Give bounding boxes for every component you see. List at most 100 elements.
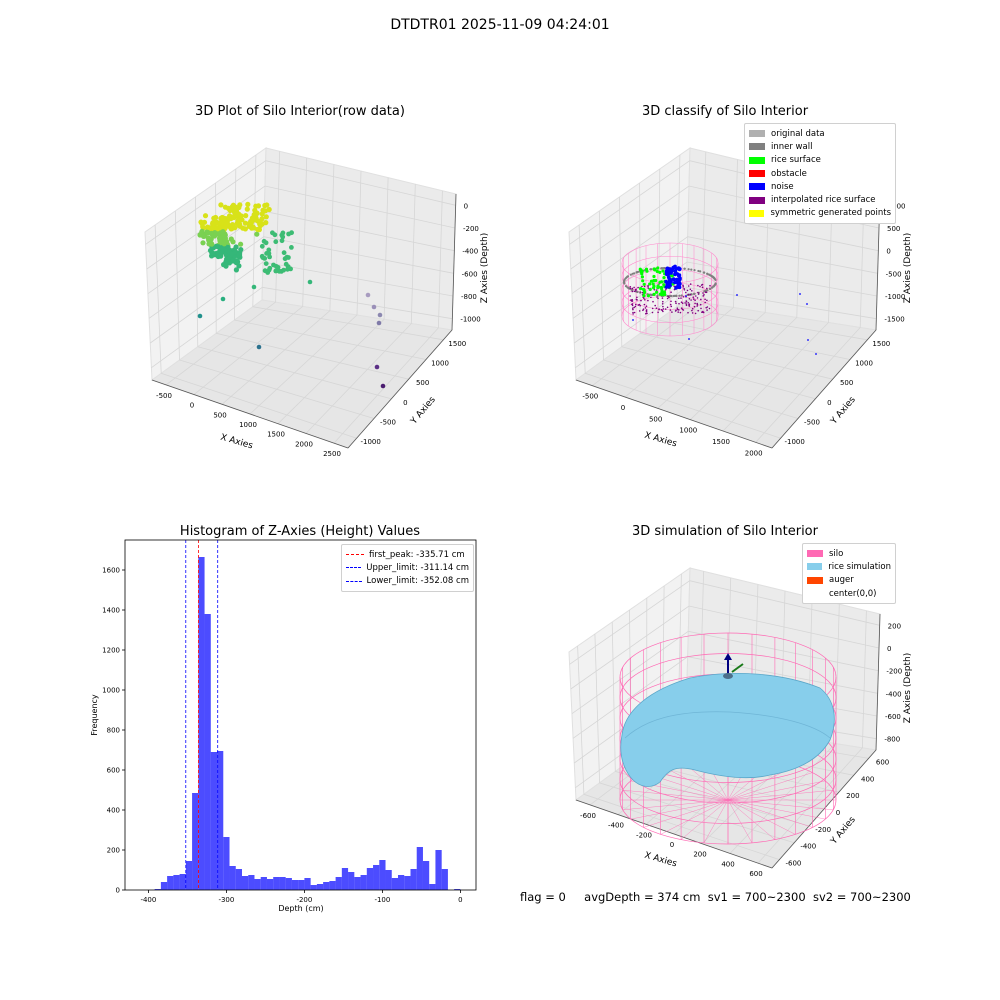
classify-interpolated-point (644, 299, 646, 301)
sim-z-tick-label: -200 (886, 668, 902, 676)
raw-z-axis-label: Z Axies (Depth) (480, 233, 490, 304)
raw-data-point (213, 243, 219, 249)
histogram-bar (160, 882, 168, 890)
classify-inner-wall-point (706, 272, 709, 275)
classify-inner-wall-point (675, 294, 678, 297)
simulation-silo-floor-spoke (727, 780, 826, 801)
histogram-bar (298, 880, 305, 890)
simulation-silo-floor-spoke (680, 799, 729, 840)
raw-x-axis-line (151, 379, 349, 449)
classify-interpolated-point (700, 284, 703, 286)
raw-data-point (262, 202, 268, 209)
simulation-rice-surface (620, 673, 835, 787)
classify-interpolated-point (685, 304, 688, 307)
raw-data-point (275, 265, 281, 270)
classify-noise-point (671, 266, 675, 270)
classify-interpolated-point (674, 300, 677, 303)
simulation-y-axis-label: Y Axies (829, 815, 858, 847)
raw-grid-line-x (333, 190, 443, 444)
classify-rice-surface-point (639, 287, 643, 291)
cls-y-axis-line (771, 329, 877, 449)
histogram-bar (341, 868, 349, 890)
classify-inner-wall-point (633, 272, 636, 275)
cls-x-tick-label: 500 (649, 415, 662, 423)
raw-data-point (266, 206, 272, 213)
raw-data-point (212, 233, 218, 239)
raw-data-point (209, 241, 215, 247)
classify-interpolated-point (688, 298, 691, 300)
raw-data-point (250, 224, 256, 230)
histogram-x-tick-label: -300 (218, 896, 234, 904)
histogram-x-tick-label: 0 (458, 896, 462, 904)
classify-interpolated-point (635, 288, 637, 291)
raw-z-tick-label: -1000 (460, 316, 480, 324)
raw-data-point (229, 251, 235, 257)
classify-inner-wall-point (690, 268, 693, 271)
raw-grid-line-y (154, 224, 357, 439)
classify-interpolated-point (647, 299, 649, 302)
cls-z-tick-label: 1000 (888, 202, 906, 210)
classify-inner-wall-point (622, 281, 626, 284)
raw-x-tick-label: 2500 (323, 450, 341, 458)
classify-noise-point (664, 279, 668, 284)
classify-interpolated-point (678, 297, 680, 300)
sim-x-tick-label: -600 (580, 812, 596, 820)
classify-interpolated-point (671, 311, 673, 313)
classify-z-axis-label: Z Axies (Depth) (903, 233, 913, 304)
raw-grid-line-z (146, 185, 456, 270)
classify-interpolated-point (688, 303, 691, 306)
figure-title: DTDTR01 2025-11-09 04:24:01 (390, 17, 610, 33)
classify-noise-point (675, 277, 679, 282)
classify-inner-wall-point (683, 267, 686, 270)
raw-grid-line-z (150, 261, 454, 344)
cls-grid-line-y (578, 224, 781, 439)
classify-interpolated-point (696, 305, 698, 307)
classify-interpolated-point (638, 310, 641, 312)
classify-rice-surface-point (646, 294, 650, 298)
raw-data-point (217, 238, 223, 244)
raw-data-point (221, 241, 227, 247)
classify-rice-surface-point (652, 267, 656, 271)
classify-legend-item: interpolated rice surface (749, 193, 891, 206)
histogram-legend-line-swatch (346, 580, 362, 582)
classify-interpolated-point (677, 311, 679, 313)
classify-interpolated-point (704, 301, 706, 304)
classify-interpolated-point (676, 307, 679, 310)
raw-outlier-point (371, 304, 377, 310)
classify-inner-wall-point (687, 268, 690, 271)
cls-z-tick-label: -1000 (885, 293, 905, 301)
raw-data-point (200, 240, 206, 246)
raw-outlier-point (220, 296, 226, 302)
cls-grid-line-z (572, 236, 878, 319)
raw-data-point (273, 268, 279, 274)
cls-x-tick-label: 2000 (745, 449, 763, 457)
raw-y-tick-label: 500 (416, 379, 429, 387)
simulation-rice-contour (624, 711, 831, 739)
classify-interpolated-point (667, 295, 669, 298)
classify-interpolated-point (662, 305, 664, 308)
raw-grid-line-x (305, 184, 416, 434)
classify-noise-point (807, 339, 809, 341)
classify-interpolated-point (656, 296, 658, 298)
simulation-silo-floor-spoke (727, 772, 813, 801)
classify-interpolated-point (675, 309, 677, 312)
raw-data-point (234, 259, 240, 265)
classify-interpolated-point (701, 311, 703, 314)
histogram-y-tick-label: 0 (116, 887, 120, 895)
classify-interpolated-point (658, 308, 660, 311)
classify-interpolated-point (697, 293, 700, 295)
histogram-bar (242, 876, 249, 890)
classify-interpolated-point (682, 286, 685, 288)
classify-interpolated-point (694, 312, 697, 315)
histogram-y-tick-label: 1000 (102, 687, 120, 695)
classify-interpolated-point (678, 302, 680, 305)
classify-inner-wall-point (636, 290, 639, 294)
classify-interpolated-point (647, 287, 650, 290)
classify-interpolated-point (657, 297, 659, 300)
histogram-bar (366, 868, 374, 890)
sv1-text: sv1 = 700~2300 (707, 890, 806, 904)
simulation-auger-arm (731, 663, 744, 673)
histogram-bar (329, 881, 336, 890)
classify-interpolated-point (697, 284, 699, 287)
simulation-legend-item: silo (807, 547, 891, 560)
